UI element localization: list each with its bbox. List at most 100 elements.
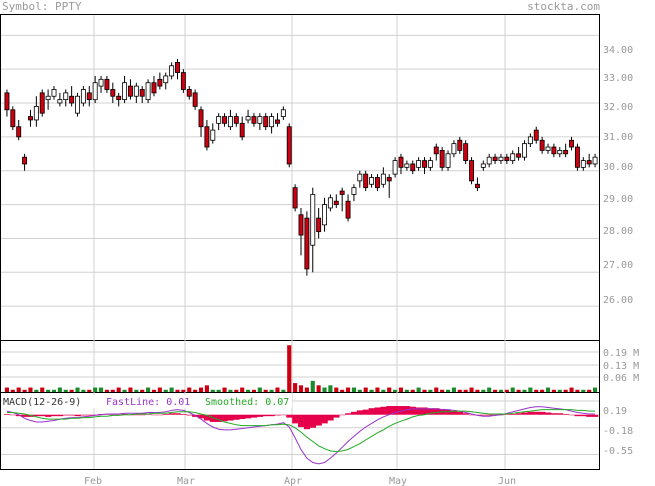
macd-hist-bar	[568, 414, 575, 416]
candle-body	[175, 61, 180, 73]
volume-bar	[263, 389, 268, 392]
macd-hist-bar	[80, 414, 87, 416]
macd-hist-bar	[280, 414, 287, 416]
price-tick: 33.00	[603, 73, 633, 84]
candle-body	[198, 109, 204, 128]
macd-hist-bar	[468, 414, 475, 416]
candle-body	[433, 146, 439, 155]
macd-hist-bar	[151, 414, 158, 416]
macd-hist-bar	[74, 414, 81, 417]
macd-hist-bar	[198, 414, 205, 419]
macd-hist-bar	[133, 414, 140, 416]
macd-hist-bar	[333, 414, 340, 418]
volume-bar	[393, 389, 398, 392]
volume-bar	[422, 389, 427, 392]
candle-body	[51, 89, 57, 97]
price-tick: 27.00	[603, 260, 633, 271]
volume-bar	[475, 389, 480, 392]
macd-fastline-label: FastLine: 0.01	[106, 397, 190, 408]
candle-body	[57, 99, 63, 104]
candle-body	[480, 163, 486, 168]
candle-body	[292, 187, 298, 209]
volume-bars	[4, 345, 598, 392]
x-tick: Apr	[284, 476, 302, 486]
candle-body	[22, 156, 28, 165]
candle-body	[145, 82, 151, 101]
volume-bar	[504, 389, 509, 392]
x-tick: Jun	[498, 476, 516, 486]
candle-body	[457, 139, 463, 151]
macd-hist-bar	[156, 414, 164, 416]
macd-hist-bar	[298, 414, 305, 428]
volume-bar	[22, 389, 27, 392]
macd-hist-bar	[315, 414, 322, 426]
macd-hist-bar	[256, 414, 264, 417]
macd-hist-bar	[292, 414, 299, 424]
candle-body	[75, 95, 80, 114]
volume-bar	[322, 387, 327, 392]
volume-bar	[581, 389, 586, 392]
volume-bar	[187, 387, 192, 392]
candle-body	[551, 146, 557, 155]
candle-body	[527, 136, 533, 145]
macd-hist-bar	[392, 406, 399, 415]
volume-bar	[4, 387, 9, 392]
candle-body	[592, 156, 598, 165]
volume-tick: 0.19 M	[603, 348, 639, 359]
volume-bar	[540, 389, 545, 392]
candle-body	[216, 116, 222, 124]
candle-body	[333, 200, 339, 205]
candle-body	[245, 116, 251, 121]
candle-body	[533, 129, 539, 141]
volume-bar	[434, 387, 439, 392]
macd-hist-bar	[262, 414, 269, 417]
volume-bar	[516, 389, 521, 392]
volume-bar	[28, 387, 33, 392]
candle-body	[275, 119, 280, 124]
macd-hist-bar	[574, 414, 581, 417]
macd-hist-bar	[427, 408, 434, 415]
volume-bar	[298, 385, 304, 392]
candle-body	[327, 197, 333, 209]
volume-bar	[457, 389, 462, 392]
macd-hist-bar	[556, 413, 564, 415]
macd-title: MACD(12-26-9)	[3, 397, 81, 408]
price-tick: 34.00	[603, 45, 633, 56]
volume-bar	[269, 389, 274, 392]
volume-bar	[445, 389, 451, 392]
candle-body	[545, 146, 551, 151]
candle-body	[92, 82, 98, 101]
volume-bar	[128, 387, 133, 392]
volume-bar	[463, 389, 468, 392]
macd-hist-bar	[4, 413, 11, 415]
site-label: stockta.com	[527, 0, 600, 13]
macd-hist-bar	[374, 407, 381, 415]
volume-bar	[216, 389, 221, 392]
candle-body	[339, 190, 345, 195]
candle-body	[269, 116, 275, 128]
candle-body	[80, 89, 86, 104]
macd-hist-bar	[398, 406, 405, 415]
candle-body	[98, 78, 104, 87]
volume-bar	[381, 389, 386, 392]
macd-lines	[6, 406, 596, 465]
volume-bar	[398, 387, 404, 392]
volume-bar	[498, 389, 504, 392]
candle-body	[474, 183, 480, 189]
candle-body	[569, 139, 574, 148]
macd-hist-bar	[9, 414, 17, 416]
volume-bar	[287, 345, 292, 392]
macd-hist-bar	[209, 414, 217, 422]
macd-hist-bar	[180, 413, 187, 415]
macd-hist-bar	[421, 407, 428, 415]
candle-body	[363, 173, 369, 189]
candle-body	[445, 153, 451, 168]
volume-bar	[551, 389, 556, 392]
macd-hist-bar	[456, 411, 464, 415]
candle-body	[563, 150, 569, 155]
volume-panel-frame	[0, 340, 600, 393]
volume-bar	[34, 389, 39, 392]
volume-bar	[340, 389, 345, 392]
candle-body	[257, 116, 263, 124]
volume-bar	[469, 387, 474, 392]
